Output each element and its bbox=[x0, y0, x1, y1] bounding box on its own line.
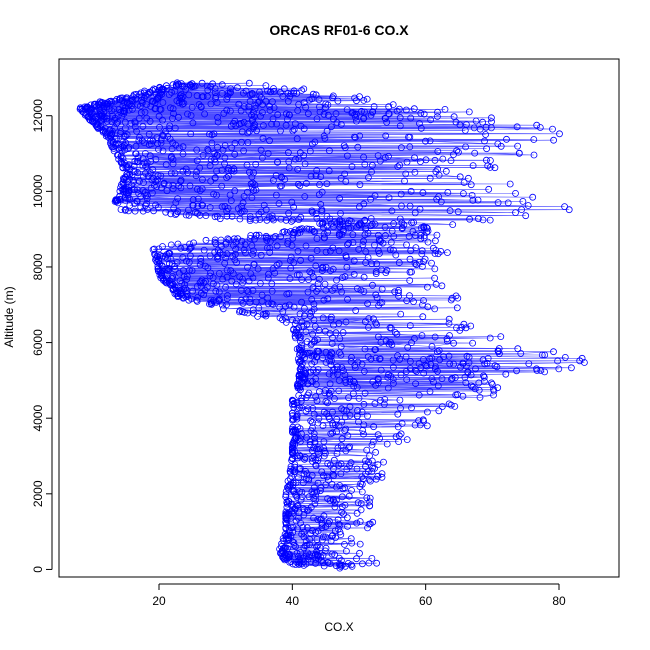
y-tick-label: 10000 bbox=[31, 174, 45, 208]
y-tick-label: 2000 bbox=[31, 480, 45, 507]
y-axis-label: Altitude (m) bbox=[2, 286, 16, 347]
y-tick-label: 0 bbox=[31, 566, 45, 573]
x-tick-label: 40 bbox=[286, 594, 300, 608]
y-tick-label: 4000 bbox=[31, 405, 45, 432]
y-tick-label: 6000 bbox=[31, 329, 45, 356]
x-tick-label: 80 bbox=[552, 594, 566, 608]
x-tick-label: 20 bbox=[152, 594, 166, 608]
y-tick-label: 8000 bbox=[31, 253, 45, 280]
x-axis-label: CO.X bbox=[324, 620, 353, 634]
y-tick-label: 12000 bbox=[31, 99, 45, 133]
x-tick-label: 60 bbox=[419, 594, 433, 608]
chart-title: ORCAS RF01-6 CO.X bbox=[269, 22, 409, 38]
